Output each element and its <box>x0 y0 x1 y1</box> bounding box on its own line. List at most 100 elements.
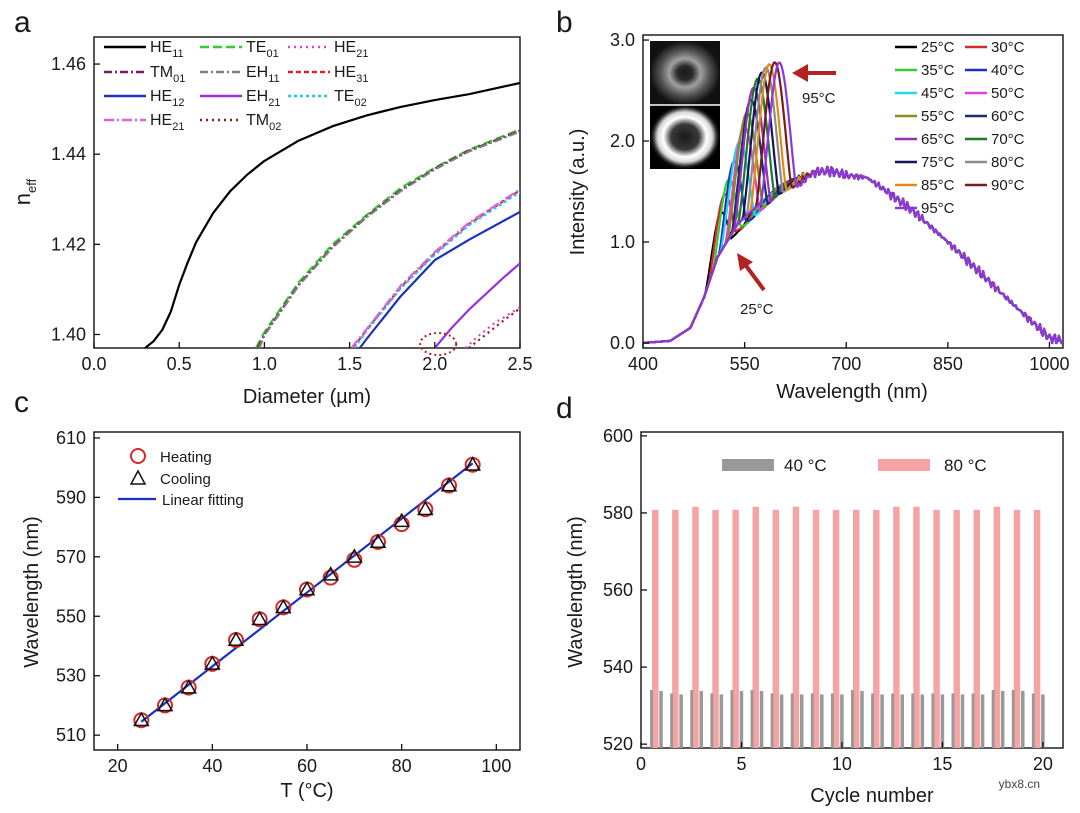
panel-c-cooling-point <box>227 631 245 647</box>
panel-d-bar-80c <box>993 506 1001 748</box>
panel-d-bar-80c <box>692 506 699 748</box>
panel-c-linear-fit-line <box>140 462 474 723</box>
panel-c-xtick-label: 60 <box>297 756 317 776</box>
panel-d-bar-40c-pair <box>670 693 674 748</box>
panel-b-spectrum-95c <box>643 61 1063 345</box>
panel-d-bar-80c <box>792 506 800 748</box>
panel-d-bar-40c-pair <box>830 693 834 748</box>
panel-d-bar-40c <box>739 690 744 748</box>
panel-letter-b: b <box>556 6 573 39</box>
panel-a-series-tm02 <box>468 307 520 348</box>
panel-a-ytick-label: 1.42 <box>51 234 86 254</box>
panel-d-bar-80c <box>1013 509 1021 748</box>
panel-d-bar-80c <box>933 509 940 748</box>
panel-a-legend-label: EH11 <box>246 64 280 85</box>
panel-d-legend-label: 40 °C <box>784 456 827 475</box>
panel-a-series-eh21 <box>433 262 520 348</box>
panel-a-ylabel-sub: eff <box>24 178 39 193</box>
panel-b-ytick-label: 3.0 <box>610 30 635 50</box>
panel-c-heating-point <box>393 516 410 533</box>
panel-d-ytick-label: 580 <box>603 503 633 523</box>
panel-d-bar-40c <box>980 694 985 748</box>
panel-b-legend-label: 95°C <box>921 200 955 217</box>
panel-c-xlabel: T (°C) <box>280 780 333 802</box>
panel-c-xtick-label: 80 <box>392 756 412 776</box>
arrow-25c <box>742 261 766 292</box>
panel-b-legend-label: 35°C <box>921 62 955 79</box>
panel-d-bar-80c <box>672 509 679 748</box>
panel-d-bar-40c-pair <box>851 689 854 748</box>
panel-c-cooling-point <box>275 598 292 614</box>
panel-b-xtick-label: 550 <box>730 354 760 374</box>
panel-d-bar-40c <box>799 694 804 748</box>
panel-a-xtick-label: 2.0 <box>422 354 447 374</box>
panel-d-bar-40c <box>779 694 784 748</box>
panel-b-legend-label: 60°C <box>991 108 1025 125</box>
panel-b-legend-label: 40°C <box>991 62 1025 79</box>
panel-a-legend-label: HE31 <box>334 64 368 85</box>
panel-d-bar-80c <box>832 509 840 748</box>
panel-c-cooling-point <box>251 610 268 626</box>
panel-d-bar-40c-pair <box>971 693 975 748</box>
panel-b-legend-label: 65°C <box>921 131 955 148</box>
panel-d-bar-40c-pair <box>810 693 814 748</box>
panel-b-legend-label: 30°C <box>991 39 1025 56</box>
panel-c-ytick-label: 510 <box>56 725 86 745</box>
panel-d-bar-80c <box>953 509 960 748</box>
panel-a-legend-mode-sub: 02 <box>269 121 281 133</box>
panel-a-legend-label: HE11 <box>150 39 184 60</box>
panel-c-cooling-point <box>417 500 434 516</box>
panel-c-legend-cooling-marker <box>129 469 147 485</box>
panel-c-ytick-label: 530 <box>56 666 86 686</box>
panel-d-bar-80c <box>812 509 820 748</box>
panel-d-legend-label: 80 °C <box>944 456 987 475</box>
panel-b-legend-label: 90°C <box>991 177 1025 194</box>
panel-d-bar-80c <box>873 509 880 748</box>
panel-d-bar-40c-pair <box>790 693 794 748</box>
panel-b-xtick-label: 1000 <box>1029 354 1069 374</box>
panel-b-plot-frame <box>642 34 1064 349</box>
panel-c-cooling-point <box>156 696 174 712</box>
mode-image-bottom <box>650 105 720 169</box>
panel-a-series-he12 <box>358 210 520 348</box>
panel-d-bar-80c <box>772 509 780 748</box>
panel-a-legend-mode: EH <box>246 64 268 81</box>
panel-d-bar-40c <box>719 694 724 748</box>
panel-c-ytick-label: 570 <box>56 547 86 567</box>
panel-c-cooling-point <box>369 533 387 548</box>
panel-d-bar-40c-pair <box>911 693 915 748</box>
panel-b-spectrum-45c <box>643 140 1063 345</box>
panel-b-ytick-label: 1.0 <box>610 232 635 252</box>
panel-b-legend-label: 50°C <box>991 85 1025 102</box>
panel-d-ylabel: Wavelength (nm) <box>565 516 587 668</box>
panel-c-ytick-label: 610 <box>56 428 86 448</box>
panel-a-series-te01 <box>254 128 520 348</box>
panel-d-bar-40c <box>860 690 864 748</box>
panel-b-legend-label: 45°C <box>921 85 955 102</box>
panel-a-ylabel: neff <box>10 178 39 205</box>
panel-c-xtick-label: 20 <box>108 756 128 776</box>
panel-d-bar-80c <box>893 506 900 748</box>
panel-c-legend-label: Linear fitting <box>162 492 244 509</box>
panel-a-xtick-label: 0.5 <box>167 354 192 374</box>
panel-c-legend-label: Heating <box>160 449 212 466</box>
panel-d-bar-80c <box>1033 509 1041 748</box>
panel-d-bar-80c <box>652 509 659 748</box>
panel-a-legend-mode: HE <box>150 39 172 56</box>
panel-c-cooling-point <box>440 476 458 492</box>
panel-a-cutoff-marker <box>419 332 458 356</box>
panel-d-bar-80c <box>732 509 739 748</box>
panel-d-ytick-label: 540 <box>603 657 633 677</box>
panel-c-xtick-label: 40 <box>202 756 222 776</box>
panel-d-xtick-label: 0 <box>636 754 646 774</box>
panel-c-xtick-label: 100 <box>481 756 511 776</box>
panel-a-legend-label: TM01 <box>150 64 185 85</box>
panel-a-legend-mode-sub: 01 <box>173 73 185 85</box>
panel-b-ytick-label: 0.0 <box>610 333 635 353</box>
panel-d-bar-40c <box>699 690 704 748</box>
panel-b-xtick-label: 400 <box>628 354 658 374</box>
panel-letter-c: c <box>14 386 29 419</box>
panel-d-bar-40c-pair <box>871 693 874 748</box>
panel-a-series-te02 <box>353 191 520 348</box>
